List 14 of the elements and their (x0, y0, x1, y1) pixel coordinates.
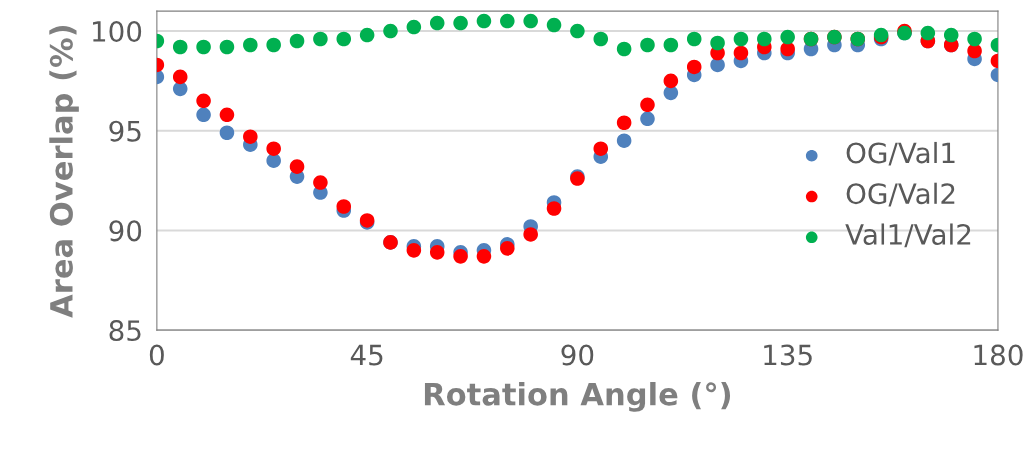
x-tick-label: 135 (764, 344, 812, 366)
x-tick-label: 45 (350, 344, 383, 366)
y-tick-label: 85 (109, 320, 141, 342)
y-tick-label: 100 (93, 20, 142, 42)
x-tick-label: 180 (974, 344, 1023, 366)
y-tick-label: 90 (109, 220, 142, 242)
x-tick-label: 0 (149, 344, 164, 366)
x-tick-label: 90 (561, 344, 594, 366)
x-axis-title: Rotation Angle (°) (424, 382, 731, 412)
y-tick-label: 95 (109, 120, 141, 142)
legend-label: OG/Val1 (846, 141, 955, 166)
y-axis-title: Area Overlap (%) (49, 25, 79, 318)
legend-label: OG/Val2 (846, 182, 955, 207)
legend-label: Val1/Val2 (845, 223, 971, 248)
